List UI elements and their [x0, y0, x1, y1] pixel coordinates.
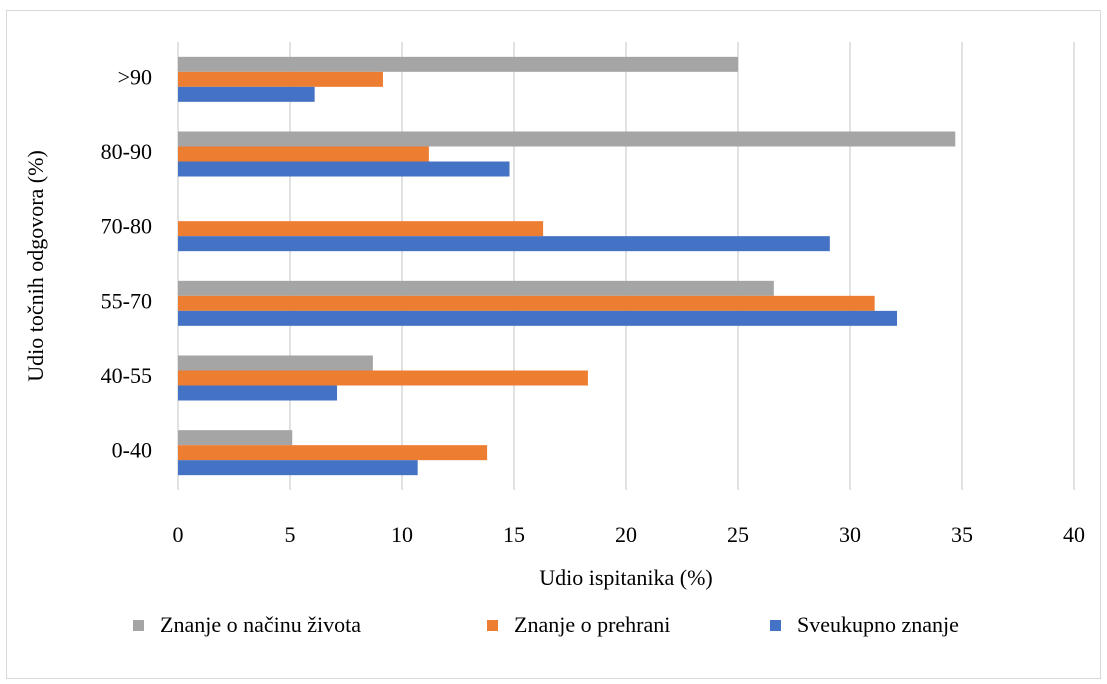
bar: [178, 295, 875, 311]
x-axis-title: Udio ispitanika (%): [539, 565, 713, 590]
bar: [178, 56, 738, 72]
legend-swatch: [133, 620, 144, 631]
y-tick-label: 40-55: [101, 363, 152, 388]
legend-swatch: [770, 620, 781, 631]
x-tick-label: 0: [173, 522, 184, 547]
chart-border: [6, 10, 1101, 679]
bar: [178, 460, 418, 476]
bar: [178, 236, 830, 252]
x-tick-label: 5: [285, 522, 296, 547]
y-tick-label: 80-90: [101, 139, 152, 164]
legend-label: Znanje o načinu života: [160, 612, 361, 637]
bar: [178, 221, 544, 237]
x-tick-label: 40: [1063, 522, 1085, 547]
bar: [178, 71, 383, 87]
x-tick-label: 35: [951, 522, 973, 547]
bar: [178, 370, 588, 386]
bar: [178, 161, 510, 177]
bar: [178, 146, 429, 162]
bar: [178, 355, 373, 371]
y-tick-label: 0-40: [112, 438, 152, 463]
y-tick-label: 70-80: [101, 214, 152, 239]
x-tick-label: 20: [615, 522, 637, 547]
y-axis-title: Udio točnih odgovora (%): [23, 150, 48, 382]
legend-label: Sveukupno znanje: [797, 612, 959, 637]
legend-swatch: [487, 620, 498, 631]
x-tick-label: 15: [503, 522, 525, 547]
bar: [178, 86, 315, 102]
y-tick-label: 55-70: [101, 288, 152, 313]
bar: [178, 131, 956, 147]
x-tick-label: 25: [727, 522, 749, 547]
x-tick-label: 30: [839, 522, 861, 547]
bar: [178, 280, 774, 296]
bar: [178, 310, 898, 326]
legend-label: Znanje o prehrani: [514, 612, 670, 637]
y-tick-label: >90: [118, 64, 152, 89]
bar: [178, 430, 293, 446]
bar: [178, 445, 488, 461]
bar: [178, 385, 338, 401]
x-tick-label: 10: [391, 522, 413, 547]
